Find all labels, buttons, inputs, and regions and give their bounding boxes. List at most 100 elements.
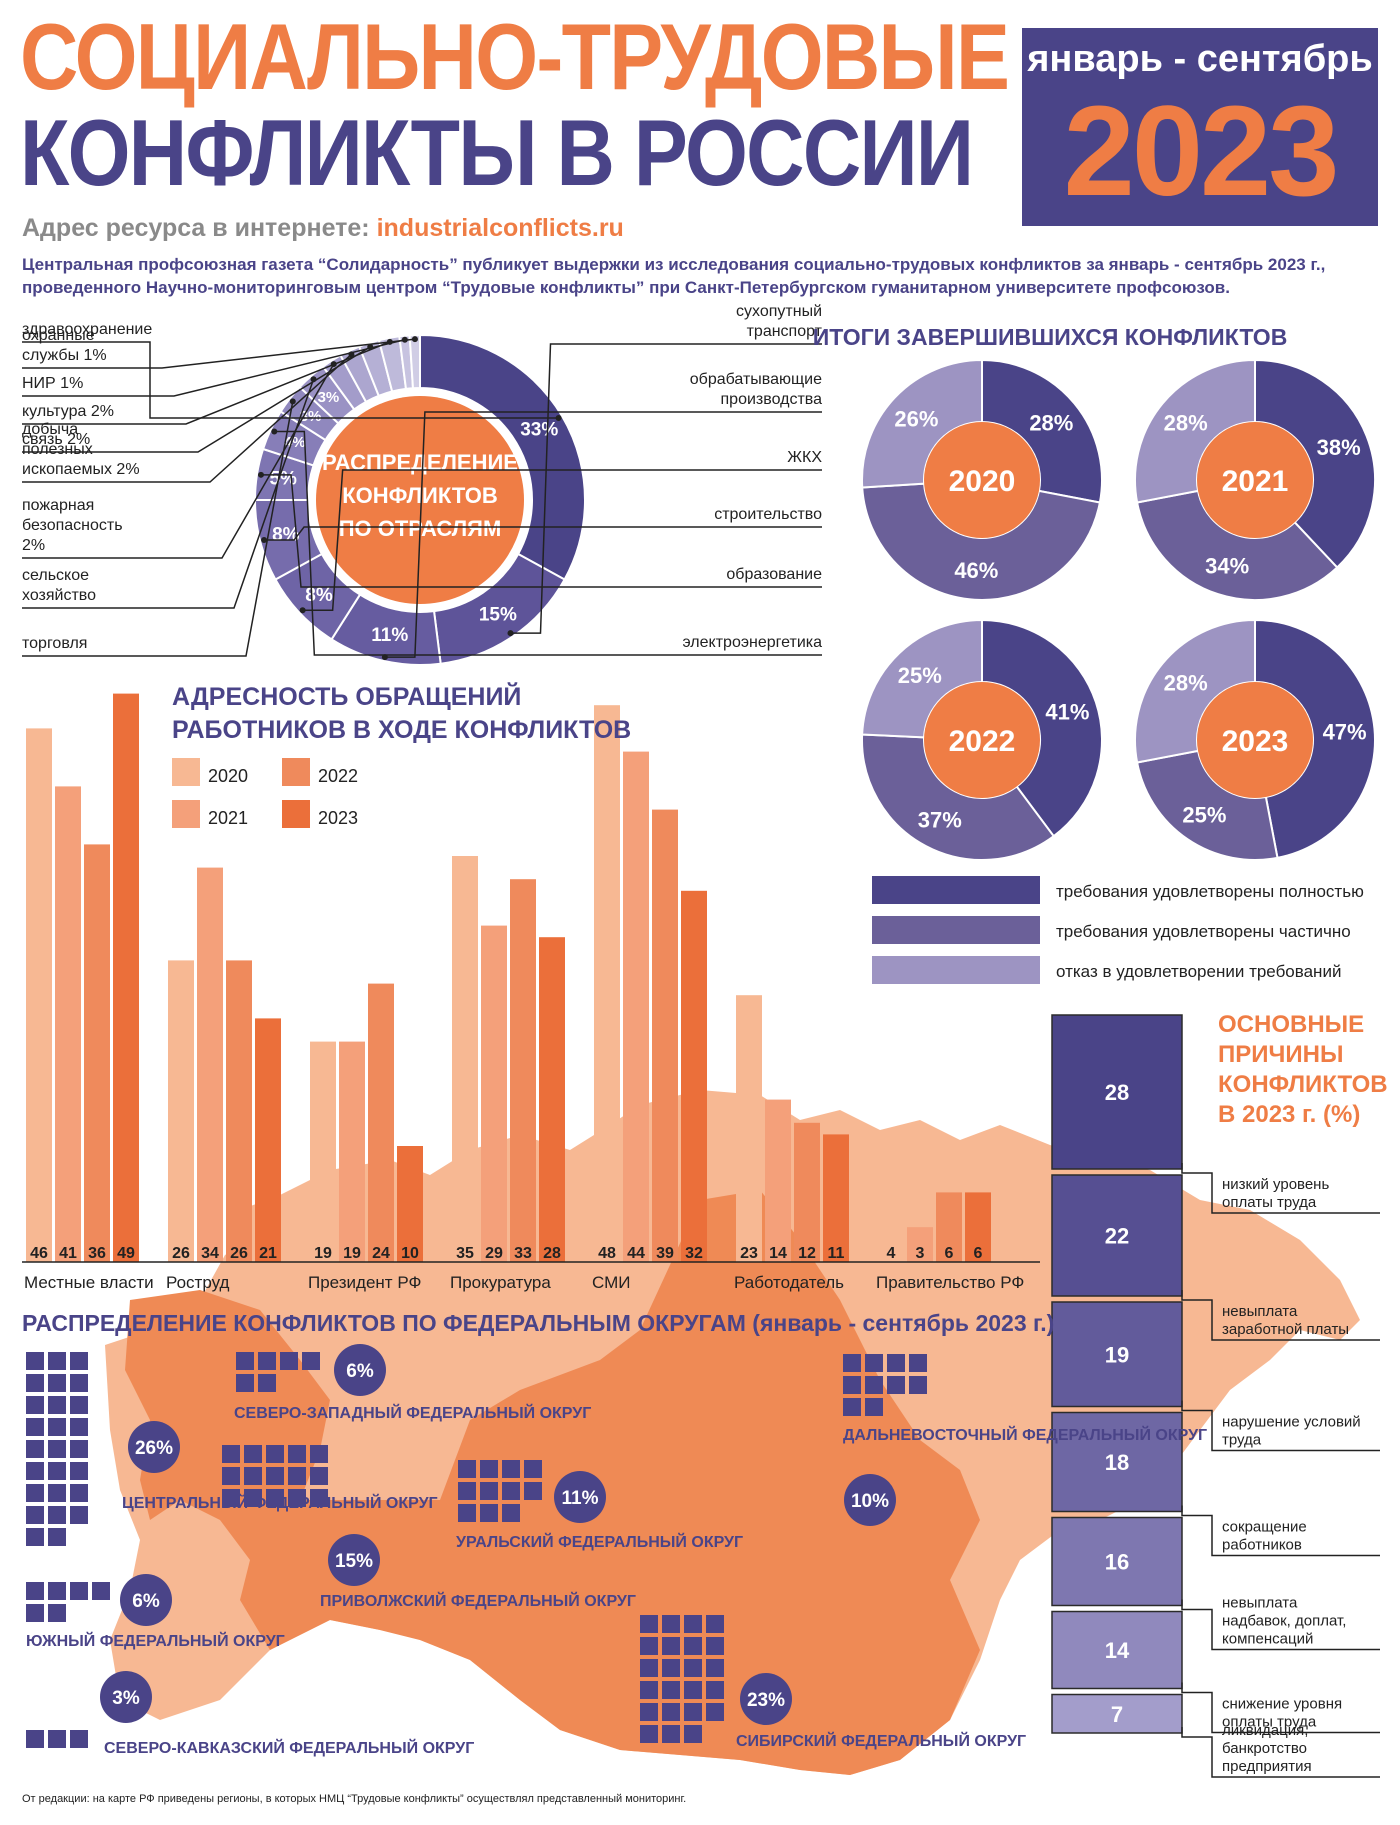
addr-bar-6-0 bbox=[878, 1215, 904, 1262]
addr-bar-6-1 bbox=[907, 1227, 933, 1262]
addr-bar-5-3 bbox=[823, 1134, 849, 1262]
reason-label-4-line-0: невыплата bbox=[1222, 1595, 1298, 1612]
addr-bar-value-3-2: 33 bbox=[514, 1245, 532, 1262]
addr-bar-value-5-0: 23 bbox=[740, 1245, 758, 1262]
outcome-2021-value-1: 34% bbox=[1205, 554, 1249, 579]
sector-dot-10 bbox=[348, 351, 355, 358]
district-square-1-7 bbox=[706, 1637, 724, 1655]
sector-label-8-line-1: хозяйство bbox=[22, 587, 96, 604]
outcome-2023-value-1: 25% bbox=[1182, 802, 1226, 827]
addr-bar-value-1-3: 21 bbox=[259, 1245, 277, 1262]
reason-bar-0 bbox=[1051, 1014, 1183, 1170]
district-name-2: ПРИВОЛЖСКИЙ ФЕДЕРАЛЬНЫЙ ОКРУГ bbox=[320, 1591, 636, 1610]
sector-label-3-line-0: ЖКХ bbox=[787, 449, 822, 466]
sector-label-10-line-2: ископаемых 2% bbox=[22, 461, 140, 478]
addr-bar-2-1 bbox=[339, 1041, 365, 1262]
sector-dot-0 bbox=[555, 415, 562, 422]
district-square-6-4 bbox=[26, 1604, 44, 1622]
district-square-6-2 bbox=[70, 1582, 88, 1600]
reason-value-1: 22 bbox=[1105, 1224, 1129, 1249]
addr-bar-3-2 bbox=[510, 879, 536, 1262]
addr-bar-value-2-0: 19 bbox=[314, 1245, 332, 1262]
reason-leader-6 bbox=[1181, 1727, 1380, 1778]
district-square-3-9 bbox=[480, 1504, 498, 1522]
district-square-1-17 bbox=[662, 1703, 680, 1721]
district-square-7-0 bbox=[26, 1730, 44, 1748]
district-value-5: 6% bbox=[346, 1361, 374, 1382]
reason-label-1-line-0: невыплата bbox=[1222, 1303, 1298, 1320]
addr-bar-5-2 bbox=[794, 1122, 820, 1262]
addr-legend-swatch-2023 bbox=[282, 800, 310, 828]
addr-bar-4-2 bbox=[652, 809, 678, 1262]
reason-leader-0 bbox=[1181, 1163, 1380, 1214]
sector-labels: сухопутный транспорт обрабатывающие произво… bbox=[22, 303, 823, 661]
district-square-0-6 bbox=[26, 1396, 44, 1414]
reason-label-4-line-2: компенсаций bbox=[1222, 1631, 1313, 1648]
district-value-7: 3% bbox=[112, 1688, 140, 1709]
sector-leader-3 bbox=[302, 469, 822, 611]
sector-leader-6 bbox=[274, 430, 822, 656]
addr-category-6: Правительство РФ bbox=[876, 1273, 1024, 1292]
reason-bar-4 bbox=[1051, 1516, 1183, 1607]
addr-bar-value-6-3: 6 bbox=[974, 1245, 983, 1262]
district-square-1-19 bbox=[706, 1703, 724, 1721]
outcome-2021-value-0: 38% bbox=[1317, 435, 1361, 460]
sector-label-2-line-0: обрабатывающие bbox=[690, 371, 822, 388]
sector-leader-5 bbox=[260, 474, 822, 588]
sector-value-1: 15% bbox=[479, 605, 517, 626]
district-value-1: 23% bbox=[747, 1690, 785, 1711]
addr-bar-0-0 bbox=[26, 728, 52, 1262]
addr-bar-3-0 bbox=[452, 856, 478, 1262]
district-square-7-1 bbox=[48, 1730, 66, 1748]
sector-leader-14 bbox=[22, 338, 416, 369]
sector-leader-1 bbox=[510, 343, 822, 634]
addr-bar-3-3 bbox=[539, 937, 565, 1262]
sector-label-10-line-1: полезных bbox=[22, 441, 93, 458]
reason-bar-3 bbox=[1051, 1411, 1183, 1513]
outcome-2023-slice-0 bbox=[1254, 618, 1376, 860]
addr-bar-0-2 bbox=[84, 844, 110, 1262]
district-square-2-14 bbox=[310, 1489, 328, 1507]
outcome-2020-value-0: 28% bbox=[1029, 411, 1073, 436]
addr-bar-value-2-3: 10 bbox=[401, 1245, 419, 1262]
addr-category-3: Прокуратура bbox=[450, 1273, 551, 1292]
district-square-4-9 bbox=[865, 1398, 883, 1416]
reasons-title: ОСНОВНЫЕ ПРИЧИНЫ КОНФЛИКТОВ В 2023 г. (%… bbox=[1218, 1011, 1388, 1128]
district-square-1-10 bbox=[684, 1659, 702, 1677]
district-square-1-5 bbox=[662, 1637, 680, 1655]
district-square-1-13 bbox=[662, 1681, 680, 1699]
reason-bar-6 bbox=[1051, 1693, 1183, 1734]
district-badge-1 bbox=[740, 1673, 792, 1725]
district-square-4-3 bbox=[909, 1354, 927, 1372]
url-label: Адрес ресурса в интернете: bbox=[22, 214, 370, 242]
sector-value-2: 11% bbox=[371, 625, 408, 646]
sector-label-10-line-0: добыча bbox=[22, 421, 78, 438]
district-square-0-14 bbox=[70, 1440, 88, 1458]
addr-bar-value-4-1: 44 bbox=[627, 1245, 645, 1262]
district-name-7: СЕВЕРО-КАВКАЗСКИЙ ФЕДЕРАЛЬНЫЙ ОКРУГ bbox=[104, 1738, 474, 1757]
addr-bar-value-1-0: 26 bbox=[172, 1245, 190, 1262]
district-square-6-5 bbox=[48, 1604, 66, 1622]
reason-label-5-line-1: оплаты труда bbox=[1222, 1714, 1317, 1731]
addr-bar-value-3-1: 29 bbox=[485, 1245, 503, 1262]
addr-legend-label-2021: 2021 bbox=[208, 808, 248, 828]
addr-bar-1-0 bbox=[168, 960, 194, 1262]
reason-label-6-line-0: ликвидация, bbox=[1222, 1722, 1308, 1739]
resource-url: Адрес ресурса в интернете: industrialcon… bbox=[22, 214, 624, 243]
outcome-2021-center bbox=[1197, 422, 1313, 538]
outcome-2023-value-2: 28% bbox=[1164, 671, 1208, 696]
addr-bar-value-6-1: 3 bbox=[916, 1245, 925, 1262]
district-name-5: СЕВЕРО-ЗАПАДНЫЙ ФЕДЕРАЛЬНЫЙ ОКРУГ bbox=[234, 1403, 591, 1422]
district-square-4-1 bbox=[865, 1354, 883, 1372]
district-square-5-1 bbox=[258, 1352, 276, 1370]
url-link[interactable]: industrialconflicts.ru bbox=[376, 214, 624, 242]
addr-category-4: СМИ bbox=[592, 1273, 630, 1292]
district-square-2-11 bbox=[244, 1489, 262, 1507]
addr-category-5: Работодатель bbox=[734, 1273, 844, 1292]
district-square-3-6 bbox=[502, 1482, 520, 1500]
district-square-3-8 bbox=[458, 1504, 476, 1522]
reason-label-1-line-1: заработной платы bbox=[1222, 1321, 1349, 1338]
district-badge-7 bbox=[100, 1671, 152, 1723]
map-highlight bbox=[125, 1190, 980, 1775]
sector-dot-4 bbox=[261, 537, 268, 544]
